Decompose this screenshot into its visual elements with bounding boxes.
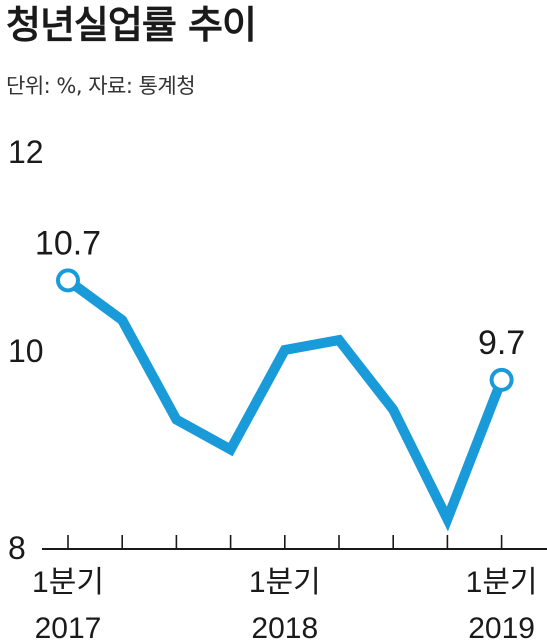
x-tick-label-year: 2019: [468, 612, 535, 642]
data-label-layer: 10.7 9.7: [35, 224, 525, 362]
data-label: 9.7: [478, 324, 525, 362]
y-tick-label: 10: [8, 333, 44, 369]
x-tick-label-quarter: 1분기: [32, 566, 104, 599]
series-layer: [56, 268, 514, 532]
x-tick-label-quarter: 1분기: [249, 566, 321, 599]
y-axis: 8 10 12: [8, 134, 44, 566]
x-axis: 1분기 2017 1분기 2018 1분기 2019: [32, 535, 547, 642]
data-point-marker: [489, 367, 514, 392]
series-line: [65, 276, 507, 532]
x-tick-label-year: 2018: [251, 612, 318, 642]
y-tick-label: 12: [8, 134, 44, 170]
x-tick-label-quarter: 1분기: [466, 566, 538, 599]
chart-subtitle: 단위: %, 자료: 통계청: [6, 74, 196, 98]
y-tick-label: 8: [8, 530, 26, 566]
data-point-marker: [56, 268, 80, 293]
chart-title: 청년실업률 추이: [6, 3, 257, 47]
data-label: 10.7: [35, 224, 101, 262]
x-tick-label-year: 2017: [35, 612, 102, 642]
